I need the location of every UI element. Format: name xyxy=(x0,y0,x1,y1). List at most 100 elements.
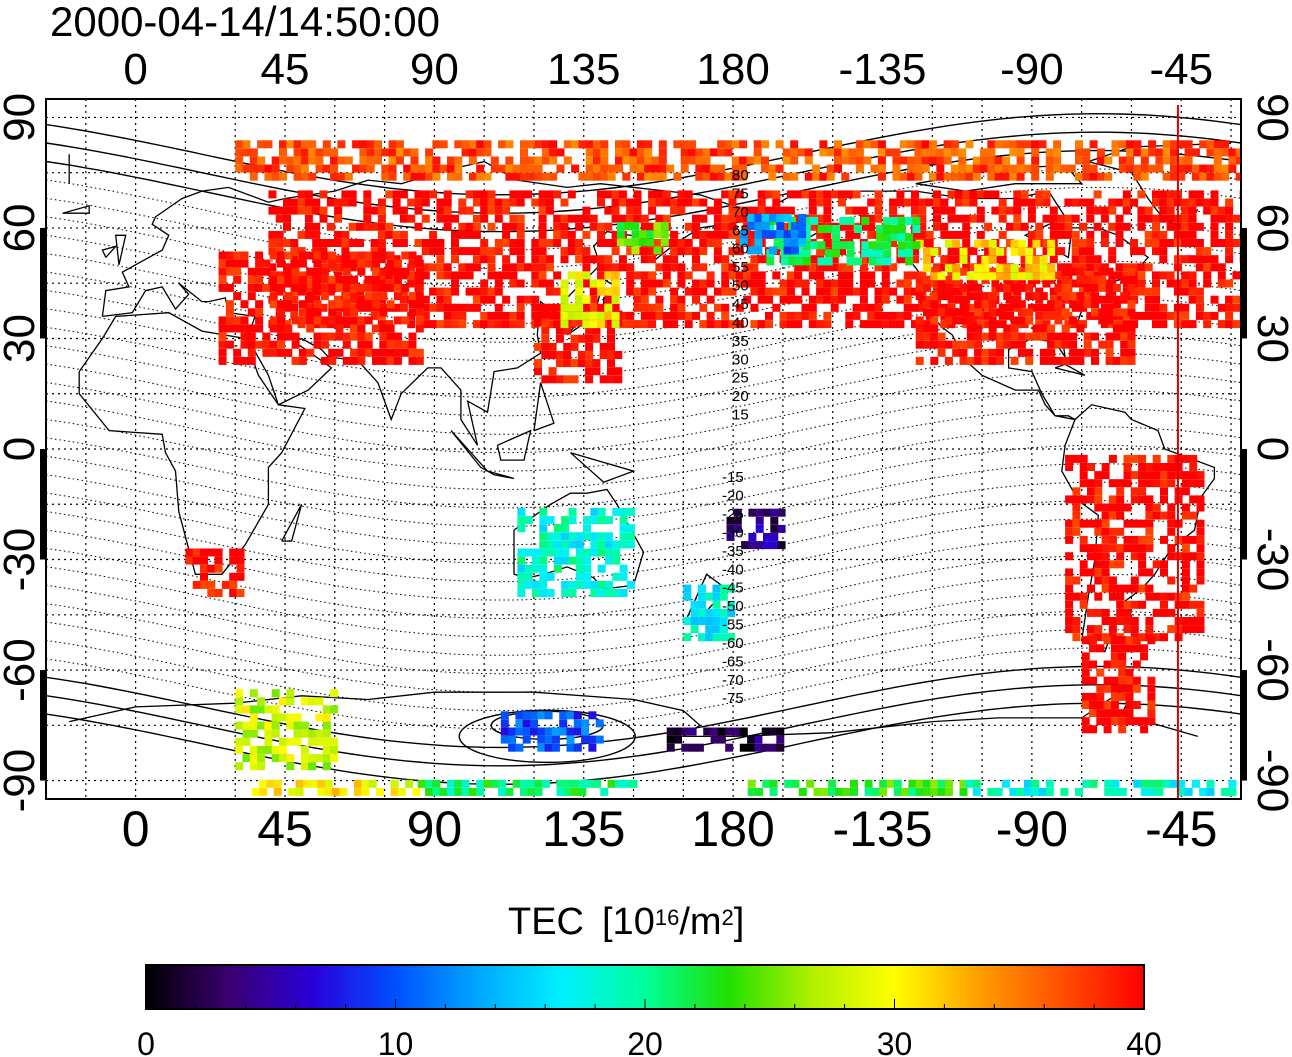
tec-pixel xyxy=(1072,592,1081,601)
axis-tick-labels: 0045459090135135180180-135-135-90-90-45-… xyxy=(0,45,1292,857)
tec-pixel xyxy=(1072,527,1081,536)
tec-pixel xyxy=(1098,316,1107,325)
tec-pixel xyxy=(653,222,662,231)
tec-pixel xyxy=(1188,287,1197,296)
tec-pixel xyxy=(1123,600,1132,609)
tec-pixel xyxy=(374,148,382,157)
tec-pixel xyxy=(959,787,968,796)
tec-pixel xyxy=(432,164,441,173)
tec-pixel xyxy=(988,292,997,301)
tec-pixel xyxy=(688,727,697,736)
tec-pixel xyxy=(662,263,671,272)
tec-pixel xyxy=(1006,239,1014,247)
tec-pixel xyxy=(721,320,730,329)
tec-pixel xyxy=(1025,356,1034,365)
tec-pixel xyxy=(361,779,370,788)
tec-pixel xyxy=(454,172,463,181)
tec-pixel xyxy=(334,206,343,215)
tec-pixel xyxy=(915,316,924,325)
tec-pixel xyxy=(322,705,331,714)
tec-pixel xyxy=(546,589,555,597)
tec-pixel xyxy=(1039,292,1048,301)
tec-pixel xyxy=(516,303,525,312)
tec-pixel xyxy=(1105,332,1114,341)
tec-pixel xyxy=(425,164,434,173)
tec-pixel xyxy=(1010,283,1019,292)
tec-pixel xyxy=(376,787,384,796)
tec-pixel xyxy=(838,287,846,296)
tec-pixel xyxy=(1072,503,1081,512)
tec-pixel xyxy=(883,257,892,266)
tec-pixel xyxy=(342,332,351,341)
tec-pixel xyxy=(834,164,842,173)
tec-pixel xyxy=(1123,617,1132,625)
tec-pixel xyxy=(1087,544,1095,553)
tec-pixel xyxy=(308,762,317,771)
tec-pixel xyxy=(515,711,524,720)
tec-pixel xyxy=(655,214,664,223)
tec-pixel xyxy=(712,617,721,625)
frame-bar-left xyxy=(40,449,46,560)
tec-pixel xyxy=(339,787,348,796)
tec-pixel xyxy=(1225,239,1234,247)
tec-pixel xyxy=(1057,263,1066,272)
tec-pixel xyxy=(1138,463,1147,471)
tec-pixel xyxy=(984,247,993,256)
tec-pixel xyxy=(852,230,861,239)
magnetic-contour xyxy=(46,463,1241,546)
tec-pixel xyxy=(1210,255,1219,264)
tec-pixel xyxy=(487,271,496,280)
tec-pixel xyxy=(517,516,526,525)
tec-pixel xyxy=(721,311,730,320)
tec-pixel xyxy=(626,580,635,589)
tec-pixel xyxy=(1082,148,1091,157)
tec-pixel xyxy=(1076,324,1085,333)
tec-pixel xyxy=(1039,324,1048,333)
tec-pixel xyxy=(1101,576,1110,585)
tec-pixel xyxy=(1112,332,1121,341)
tec-pixel xyxy=(1140,652,1149,661)
tec-pixel xyxy=(713,239,722,247)
tec-pixel xyxy=(277,259,285,268)
tec-pixel xyxy=(334,311,343,320)
tec-pixel xyxy=(889,198,898,207)
tec-pixel xyxy=(1181,471,1190,480)
tec-pixel xyxy=(271,164,280,173)
contour-label: -15 xyxy=(722,469,744,486)
tec-pixel xyxy=(262,267,271,276)
tec-pixel xyxy=(575,255,584,264)
tec-pixel xyxy=(959,247,968,256)
tec-pixel xyxy=(357,251,366,260)
tec-pixel xyxy=(315,156,324,165)
tec-pixel xyxy=(1130,454,1139,463)
tec-pixel xyxy=(855,156,864,165)
tec-pixel xyxy=(1053,140,1062,149)
tec-pixel xyxy=(976,230,985,239)
tec-pixel xyxy=(852,206,861,215)
tec-pixel xyxy=(1137,311,1146,320)
tec-pixel xyxy=(1123,479,1132,488)
tec-pixel xyxy=(1101,527,1110,536)
tec-pixel xyxy=(583,572,592,581)
tec-pixel xyxy=(845,190,854,199)
tec-pixel xyxy=(921,148,930,157)
tec-pixel xyxy=(472,247,481,256)
tec-pixel xyxy=(283,198,291,207)
tec-pixel xyxy=(319,239,328,247)
tec-pixel xyxy=(502,255,511,264)
tec-pixel xyxy=(1152,247,1160,256)
tec-pixel xyxy=(379,324,388,333)
tec-pixel xyxy=(1089,692,1097,701)
tec-pixel xyxy=(1072,511,1081,520)
tec-pixel xyxy=(322,745,331,754)
tec-pixel xyxy=(284,275,293,284)
tec-pixel xyxy=(522,735,531,744)
tec-pixel xyxy=(593,164,601,173)
tec-pixel xyxy=(505,156,514,165)
tec-pixel xyxy=(754,735,763,744)
tec-pixel xyxy=(585,164,594,173)
tec-pixel xyxy=(670,295,679,304)
tec-pixel xyxy=(1118,787,1127,796)
tec-pixel xyxy=(697,617,706,625)
tec-pixel xyxy=(560,311,569,320)
